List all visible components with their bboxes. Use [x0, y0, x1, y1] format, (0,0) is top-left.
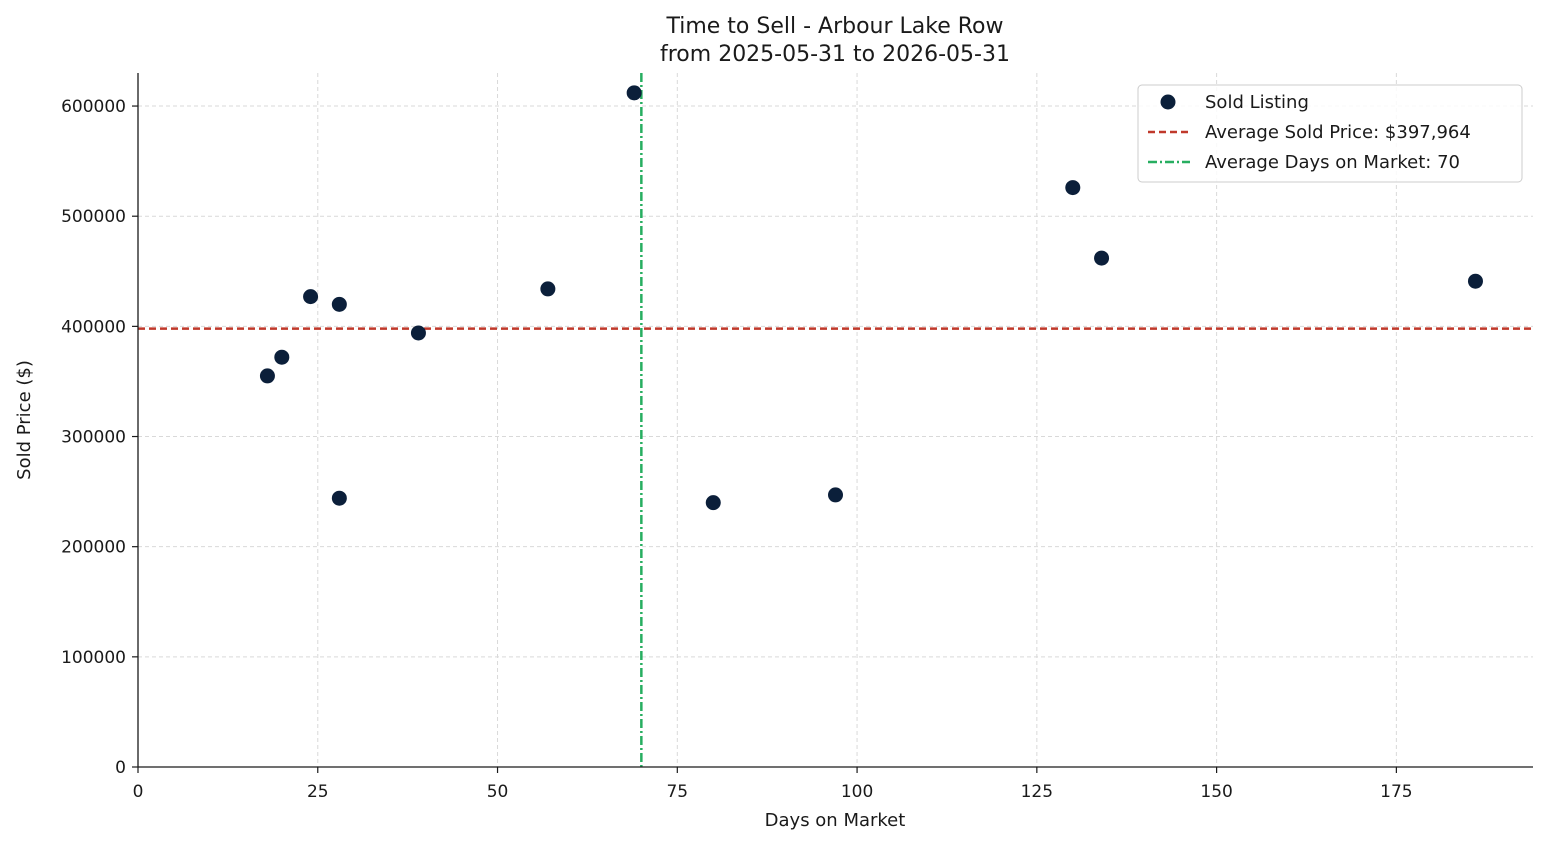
- data-point: [1065, 180, 1081, 196]
- x-tick-label: 175: [1380, 782, 1412, 802]
- data-point: [410, 325, 426, 341]
- data-point: [705, 495, 721, 511]
- chart-subtitle: from 2025-05-31 to 2026-05-31: [660, 42, 1010, 67]
- data-point: [1094, 250, 1110, 266]
- y-tick-label: 0: [115, 758, 126, 778]
- chart-title: Time to Sell - Arbour Lake Row: [665, 14, 1003, 39]
- y-tick-label: 300000: [61, 428, 126, 448]
- x-tick-label: 125: [1021, 782, 1053, 802]
- legend-box: [1137, 84, 1523, 183]
- legend-label-avg-price: Average Sold Price: $397,964: [1205, 122, 1471, 143]
- data-point: [259, 368, 275, 384]
- legend: Sold Listing Average Sold Price: $397,96…: [1137, 84, 1523, 183]
- data-point: [1467, 273, 1483, 289]
- x-tick-label: 50: [487, 782, 509, 802]
- x-tick-label: 25: [307, 782, 329, 802]
- legend-label-avg-days: Average Days on Market: 70: [1205, 152, 1460, 173]
- axes: [132, 73, 1533, 773]
- x-tick-label: 75: [666, 782, 688, 802]
- y-axis-label: Sold Price ($): [14, 360, 35, 480]
- data-point: [303, 289, 319, 305]
- tick-labels: 0 25 50 75 100 125 150 175 0 100000 200000 300000 40…: [61, 97, 1413, 802]
- data-point: [331, 296, 347, 312]
- legend-marker-sold-listing: [1160, 94, 1176, 110]
- x-tick-label: 100: [841, 782, 873, 802]
- data-points: [259, 85, 1483, 511]
- y-tick-label: 500000: [61, 207, 126, 227]
- data-point: [626, 85, 642, 101]
- y-tick-label: 400000: [61, 317, 126, 337]
- y-tick-label: 200000: [61, 538, 126, 558]
- x-tick-label: 150: [1200, 782, 1232, 802]
- legend-label-sold-listing: Sold Listing: [1205, 92, 1309, 113]
- reference-lines: [138, 73, 1533, 767]
- y-tick-label: 600000: [61, 97, 126, 117]
- data-point: [331, 490, 347, 506]
- x-axis-label: Days on Market: [765, 810, 906, 831]
- data-point: [274, 349, 290, 365]
- y-tick-label: 100000: [61, 648, 126, 668]
- data-point: [828, 487, 843, 503]
- data-point: [540, 281, 556, 297]
- x-tick-label: 0: [133, 782, 144, 802]
